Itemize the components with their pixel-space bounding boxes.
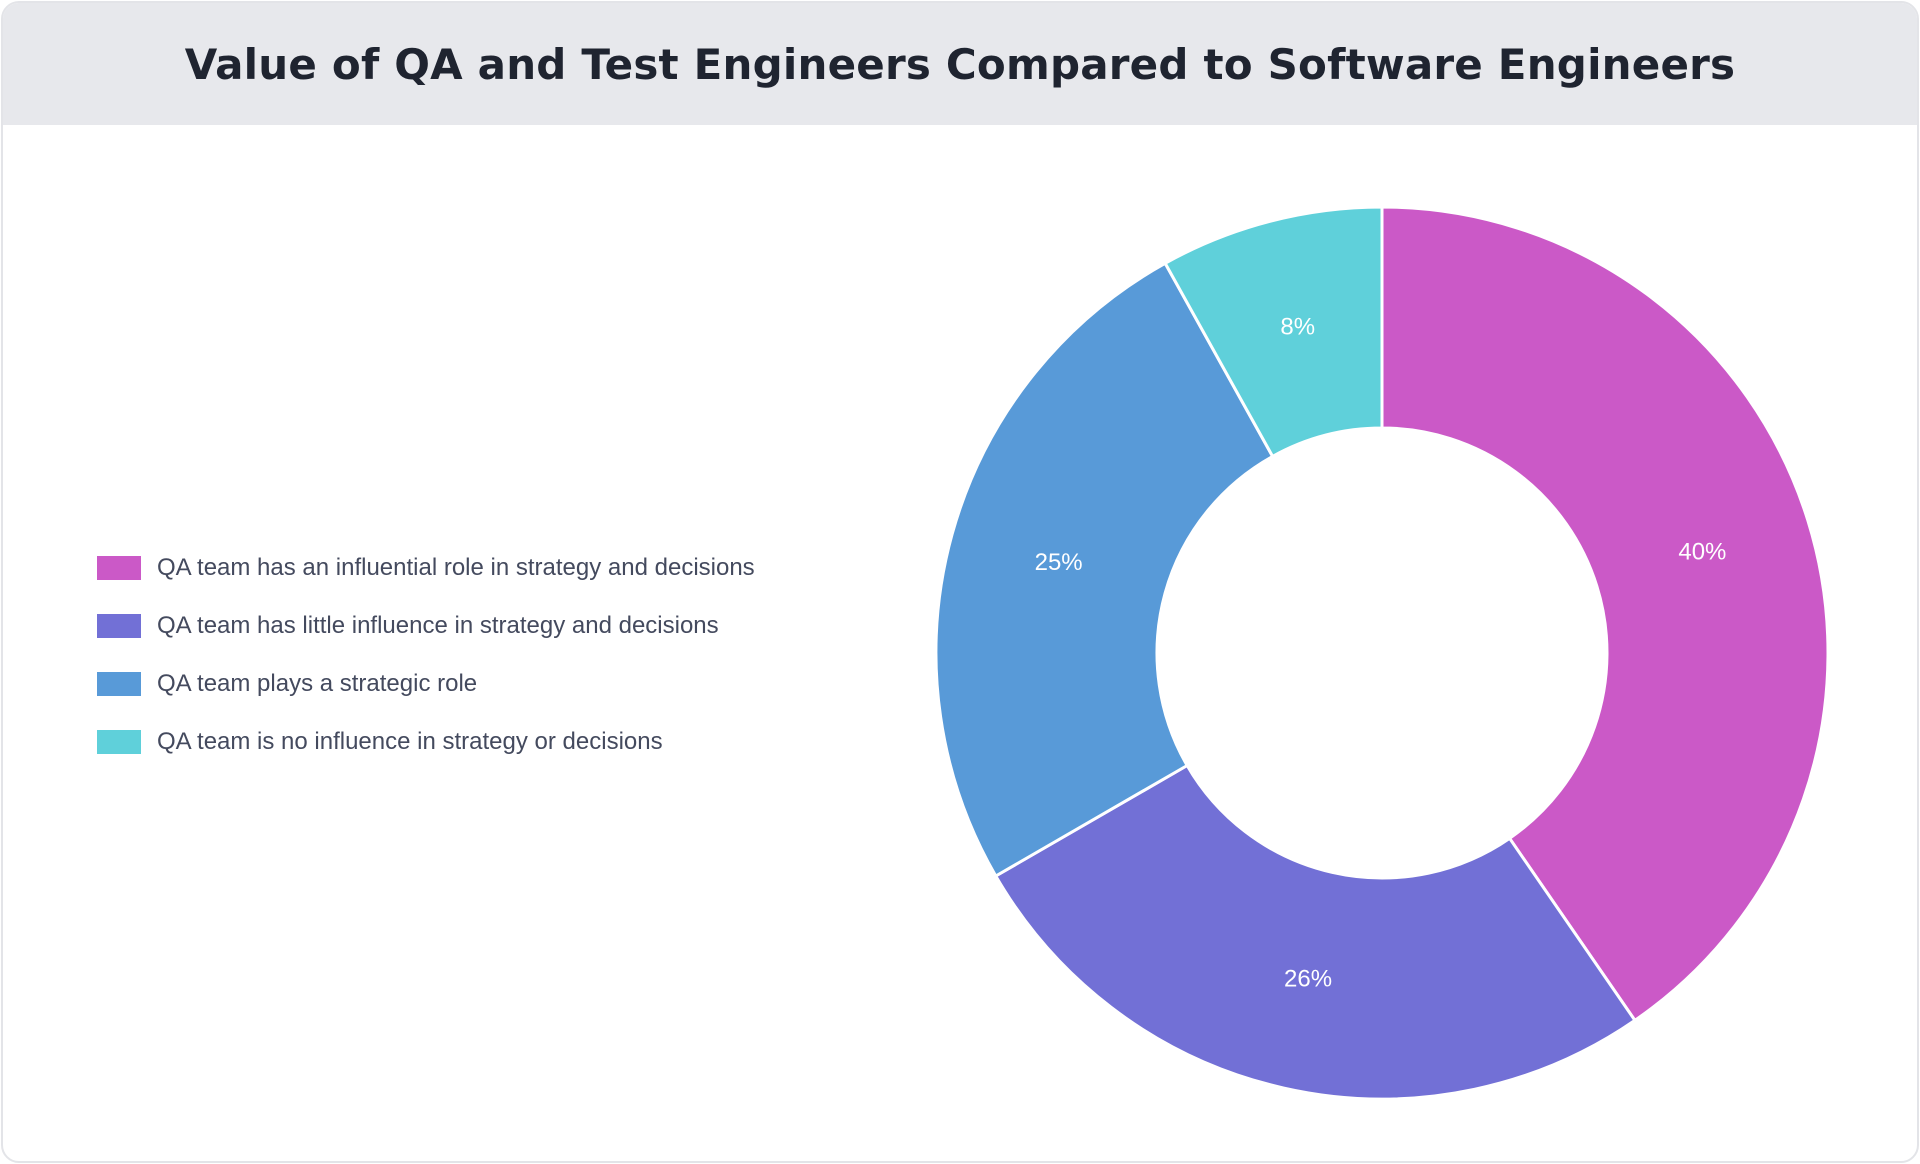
donut-slice[interactable]	[1163, 205, 1384, 459]
legend-item[interactable]: QA team has little influence in strategy…	[97, 612, 755, 640]
legend-label: QA team has an influential role in strat…	[157, 554, 755, 581]
legend-label: QA team is no influence in strategy or d…	[157, 728, 663, 755]
slice-label: 25%	[1035, 549, 1083, 576]
legend-swatch	[97, 556, 141, 580]
slice-label: 26%	[1284, 966, 1332, 993]
slice-label: 40%	[1678, 539, 1726, 566]
chart-title: Value of QA and Test Engineers Compared …	[184, 39, 1736, 89]
legend-swatch	[97, 672, 141, 696]
legend-item[interactable]: QA team plays a strategic role	[97, 670, 755, 698]
donut-slice[interactable]	[993, 763, 1637, 1101]
legend-swatch	[97, 730, 141, 754]
legend-swatch	[97, 614, 141, 638]
donut-slice[interactable]	[934, 261, 1275, 879]
legend-label: QA team has little influence in strategy…	[157, 612, 719, 639]
donut-slice[interactable]	[1380, 205, 1830, 1023]
legend-item[interactable]: QA team has an influential role in strat…	[97, 554, 755, 582]
slice-label: 8%	[1280, 314, 1315, 341]
legend-label: QA team plays a strategic role	[157, 670, 478, 697]
chart-header: Value of QA and Test Engineers Compared …	[3, 3, 1917, 125]
legend: QA team has an influential role in strat…	[97, 554, 755, 786]
legend-item[interactable]: QA team is no influence in strategy or d…	[97, 728, 755, 756]
